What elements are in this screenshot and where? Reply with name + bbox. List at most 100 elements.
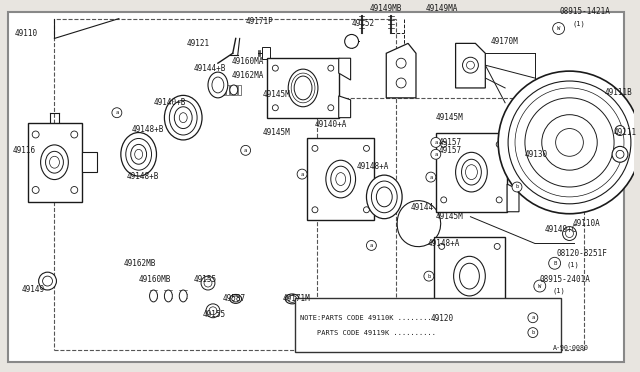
Ellipse shape [288, 295, 296, 302]
Text: 49110: 49110 [15, 29, 38, 38]
Text: b: b [531, 330, 534, 335]
Circle shape [496, 141, 502, 147]
Circle shape [364, 207, 369, 213]
Ellipse shape [230, 295, 242, 303]
Text: a: a [300, 171, 304, 177]
Circle shape [553, 23, 564, 35]
Text: 49148+A: 49148+A [356, 162, 389, 171]
Polygon shape [507, 132, 519, 160]
Text: B: B [553, 261, 556, 266]
Circle shape [563, 227, 577, 240]
Ellipse shape [336, 173, 346, 186]
Text: W: W [538, 283, 541, 289]
Circle shape [615, 126, 625, 135]
Polygon shape [387, 44, 416, 98]
Circle shape [498, 71, 640, 214]
Circle shape [439, 303, 445, 309]
Circle shape [508, 81, 631, 204]
Circle shape [439, 243, 445, 249]
Bar [234, 85, 237, 95]
Text: 49116: 49116 [13, 146, 36, 155]
Text: 49157: 49157 [439, 146, 462, 155]
Text: 49152: 49152 [351, 19, 375, 28]
Text: 49144+B: 49144+B [193, 64, 225, 73]
Bar [295, 298, 561, 352]
Text: 49144: 49144 [411, 203, 434, 212]
Ellipse shape [436, 149, 454, 160]
Ellipse shape [179, 113, 187, 123]
Circle shape [528, 328, 538, 337]
Circle shape [483, 148, 494, 160]
Ellipse shape [126, 138, 152, 170]
Circle shape [32, 131, 39, 138]
Polygon shape [436, 132, 507, 212]
Ellipse shape [49, 156, 60, 168]
Text: a: a [434, 140, 437, 145]
Circle shape [328, 65, 334, 71]
Circle shape [201, 276, 215, 290]
Text: 49121: 49121 [186, 39, 209, 48]
Text: 49171P: 49171P [246, 17, 273, 26]
Text: 49160MB: 49160MB [139, 275, 171, 283]
Ellipse shape [121, 132, 157, 176]
Ellipse shape [371, 181, 397, 213]
Ellipse shape [440, 150, 452, 158]
Circle shape [38, 272, 56, 290]
Ellipse shape [376, 187, 392, 207]
Circle shape [424, 271, 434, 281]
Circle shape [542, 115, 597, 170]
Circle shape [328, 105, 334, 111]
Circle shape [441, 197, 447, 203]
Text: 49148+B: 49148+B [132, 125, 164, 134]
Circle shape [426, 172, 436, 182]
Polygon shape [507, 184, 519, 212]
Circle shape [71, 131, 77, 138]
Polygon shape [434, 237, 505, 316]
Text: (1): (1) [572, 20, 585, 27]
Circle shape [467, 61, 474, 69]
Circle shape [206, 304, 220, 318]
Ellipse shape [208, 72, 228, 98]
Circle shape [441, 141, 447, 147]
Ellipse shape [232, 296, 240, 302]
Polygon shape [307, 138, 374, 220]
Text: 08915-2401A: 08915-2401A [540, 275, 591, 283]
Circle shape [396, 58, 406, 68]
Text: a: a [429, 174, 433, 180]
Ellipse shape [174, 107, 192, 129]
Circle shape [496, 197, 502, 203]
Circle shape [367, 240, 376, 250]
Circle shape [512, 182, 522, 192]
Ellipse shape [331, 166, 351, 192]
Text: 49162MA: 49162MA [232, 71, 264, 80]
Circle shape [483, 137, 494, 148]
Text: 49148+B: 49148+B [127, 171, 159, 180]
Bar [82, 152, 97, 172]
Text: b: b [515, 185, 518, 189]
Ellipse shape [212, 77, 224, 93]
Ellipse shape [40, 145, 68, 180]
Bar [237, 85, 241, 95]
Text: 49155: 49155 [193, 275, 216, 283]
Text: 49587: 49587 [223, 294, 246, 304]
Ellipse shape [230, 85, 237, 95]
Circle shape [556, 129, 584, 156]
Text: 49110A: 49110A [572, 219, 600, 228]
Ellipse shape [150, 290, 157, 302]
Circle shape [616, 150, 624, 158]
Text: 49111: 49111 [614, 128, 637, 137]
Ellipse shape [288, 69, 318, 107]
Circle shape [204, 279, 212, 287]
Circle shape [112, 108, 122, 118]
Polygon shape [456, 44, 485, 88]
Ellipse shape [164, 95, 202, 140]
Ellipse shape [515, 165, 524, 179]
Text: 49140+B: 49140+B [154, 98, 186, 107]
Ellipse shape [170, 100, 197, 135]
Text: PARTS CODE 49119K ..........: PARTS CODE 49119K .......... [300, 330, 436, 336]
Text: 49130: 49130 [525, 150, 548, 159]
Text: a: a [370, 243, 373, 248]
Text: 49149+C: 49149+C [545, 225, 577, 234]
Circle shape [312, 145, 318, 151]
Text: 49170M: 49170M [490, 37, 518, 46]
